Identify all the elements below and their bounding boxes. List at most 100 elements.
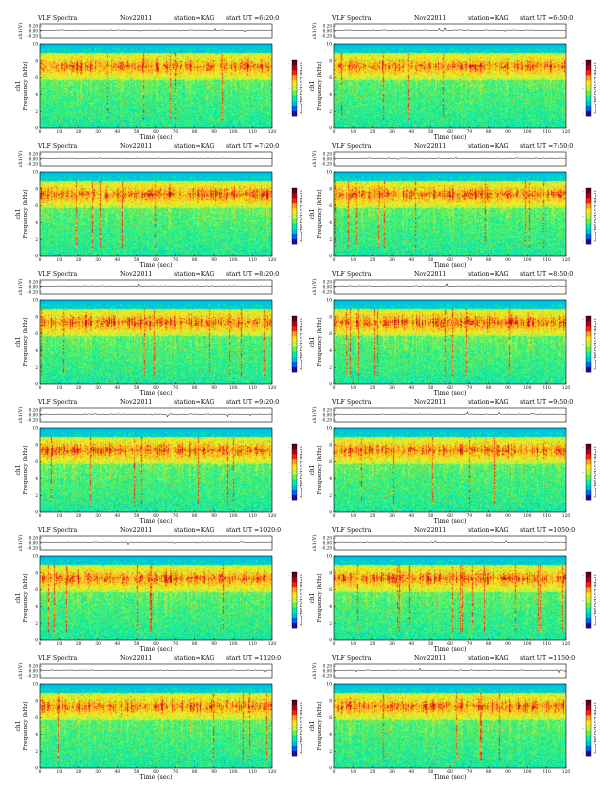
panel-start-ut: start UT =9:50:0	[520, 399, 574, 406]
waveform-trace	[39, 668, 273, 673]
panel-start-ut: start UT =1120:0	[226, 655, 282, 662]
y-tick-label: 8	[329, 187, 332, 192]
y-axis-label: Frequency (kHz)	[316, 189, 323, 238]
waveform-y-label: ch1(V)	[17, 279, 24, 296]
colorbar-segment	[586, 213, 591, 219]
colorbar-tick-label: -	[289, 495, 291, 500]
x-tick-label: 30	[95, 514, 101, 519]
colorbar-label: log(PSD(V^2/Hz))	[299, 574, 302, 626]
colorbar-segment	[586, 361, 591, 368]
y-tick-label: 8	[35, 59, 38, 64]
x-tick-label: 0	[39, 642, 42, 647]
colorbar-segment	[586, 218, 591, 224]
x-tick-label: 60	[153, 258, 159, 263]
panel-start-ut: start UT =8:20:0	[226, 271, 280, 278]
spectrogram-frame	[333, 171, 567, 257]
colorbar-segment	[292, 745, 297, 752]
colorbar-tick-label: -	[583, 317, 585, 322]
colorbar-segment	[292, 105, 297, 112]
y-tick-label: 10	[32, 43, 38, 48]
spectra-panel: VLF Spectra Nov22011 station=KAG start UT =…	[302, 142, 596, 268]
x-tick-label: 20	[370, 514, 376, 519]
colorbar-segment	[292, 444, 297, 450]
waveform-frame	[333, 663, 567, 679]
colorbar-segment	[292, 735, 297, 742]
x-tick-label: 60	[153, 386, 159, 391]
y-tick-label: 2	[329, 110, 332, 115]
panel-date: Nov22011	[414, 527, 447, 534]
waveform-tick-label: 0.20	[323, 664, 333, 669]
colorbar-tick-label: -	[289, 342, 291, 347]
waveform-tick-label: 0.20	[29, 280, 39, 285]
waveform-tick-label: 0.00	[29, 669, 39, 674]
x-tick-label: 10	[57, 642, 63, 647]
colorbar-segment	[586, 228, 591, 235]
colorbar-frame	[585, 571, 592, 629]
colorbar-tick-label: -	[289, 726, 291, 731]
colorbar-segment	[586, 464, 591, 470]
x-tick-label: 100	[229, 258, 238, 263]
colorbar-label: log(PSD(V^2/Hz))	[593, 318, 596, 370]
colorbar-segment	[292, 238, 297, 245]
colorbar-tick-label: -	[583, 495, 585, 500]
waveform-tick-label: 0.20	[29, 664, 39, 669]
colorbar-label: log(PSD(V^2/Hz))	[299, 190, 302, 242]
colorbar-segment	[292, 188, 297, 194]
colorbar-tick-label: -	[583, 623, 585, 628]
x-tick-label: 80	[192, 770, 198, 775]
y-tick-label: 6	[329, 332, 332, 337]
colorbar-frame	[291, 571, 298, 629]
x-tick-label: 100	[523, 258, 532, 263]
panel-axes: 0.200.00-0.200 10 20 30 40 50 60 70 80 90 100 110 12…	[15, 151, 302, 268]
x-axis-label: Time (sec)	[434, 262, 467, 268]
colorbar-segment	[586, 100, 591, 107]
spectrogram-frame	[39, 683, 273, 769]
panel-station: station=KAG	[174, 143, 215, 150]
x-tick-label: 20	[370, 258, 376, 263]
colorbar-segment	[586, 75, 591, 81]
y-axis-channel-label: ch1	[15, 336, 22, 347]
panel-axes: 0.200.00-0.200 10 20 30 40 50 60 70 80 90 100 110 12…	[15, 663, 302, 780]
x-tick-label: 110	[248, 642, 257, 647]
colorbar-segment	[292, 617, 297, 624]
y-tick-label: 0	[329, 255, 332, 260]
x-tick-label: 50	[428, 386, 434, 391]
x-tick-label: 120	[562, 642, 571, 647]
colorbar-segment	[292, 587, 297, 593]
waveform-y-label: ch1(V)	[311, 279, 318, 296]
waveform-frame	[333, 407, 567, 423]
y-tick-label: 4	[329, 221, 332, 226]
panel-date: Nov22011	[414, 271, 447, 278]
x-tick-label: 80	[486, 770, 492, 775]
colorbar-segment	[292, 715, 297, 721]
colorbar-tick-label: -	[583, 573, 585, 578]
spectrogram-frame	[39, 43, 273, 129]
colorbar-segment	[292, 459, 297, 465]
spectrogram-image	[40, 172, 272, 256]
x-tick-label: 110	[248, 130, 257, 135]
colorbar-tick-label: -	[289, 239, 291, 244]
x-tick-label: 10	[351, 770, 357, 775]
y-axis-label: Frequency (kHz)	[316, 317, 323, 366]
y-tick-label: 6	[35, 204, 38, 209]
y-tick-label: 2	[35, 750, 38, 755]
x-tick-label: 60	[447, 514, 453, 519]
x-tick-label: 110	[248, 514, 257, 519]
x-tick-label: 100	[523, 642, 532, 647]
x-tick-label: 90	[505, 642, 511, 647]
waveform-tick-label: 0.00	[29, 541, 39, 546]
colorbar-segment	[292, 622, 297, 629]
waveform-tick-label: -0.20	[27, 34, 38, 39]
x-tick-label: 30	[95, 770, 101, 775]
colorbar-segment	[586, 331, 591, 337]
x-tick-label: 80	[192, 514, 198, 519]
x-tick-label: 50	[134, 130, 140, 135]
panel-header: VLF Spectra Nov22011 station=KAG start UT =…	[8, 270, 298, 280]
y-tick-label: 10	[32, 427, 38, 432]
x-tick-label: 30	[95, 130, 101, 135]
colorbar-segment	[586, 725, 591, 731]
x-axis-label: Time (sec)	[140, 390, 173, 396]
colorbar-segment	[586, 582, 591, 588]
spectrogram-frame	[39, 171, 273, 257]
x-tick-label: 60	[153, 514, 159, 519]
